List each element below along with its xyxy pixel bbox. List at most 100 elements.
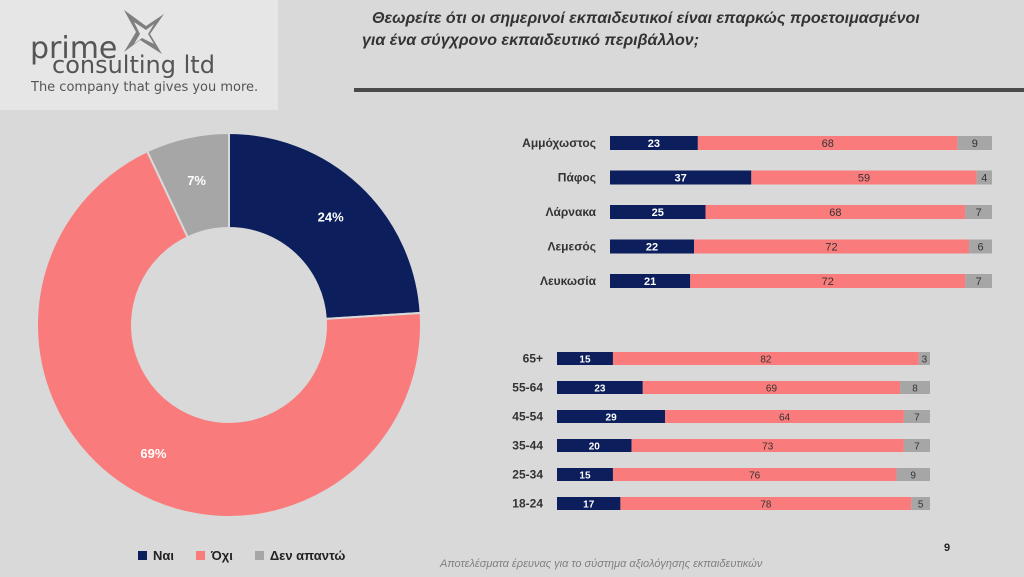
category-label: 55-64 — [512, 381, 543, 395]
bar-value-dk: 9 — [972, 138, 978, 150]
bar-value-dk: 7 — [914, 442, 920, 453]
bar-segment-dk — [957, 136, 992, 150]
legend-swatch-dk — [254, 551, 264, 560]
bar-value-dk: 7 — [976, 207, 982, 219]
bar-value-dk: 7 — [914, 413, 920, 424]
bar-segment-no — [665, 410, 904, 423]
logo-tagline: The company that gives you more. — [31, 80, 259, 95]
bar-segment-yes — [610, 239, 695, 254]
bar-segment-no — [612, 352, 919, 365]
legend-label-yes: Ναι — [153, 548, 174, 563]
bar-value-yes: 15 — [579, 355, 591, 366]
bar-segment-yes — [610, 274, 691, 288]
bar-value-no: 69 — [766, 384, 778, 395]
category-label: Λευκωσία — [540, 274, 597, 288]
bar-segment-yes — [557, 352, 613, 365]
bar-segment-yes — [610, 205, 706, 219]
legend-item-yes: Ναι — [138, 548, 174, 563]
title-line-2: για ένα σύγχρονο εκπαιδευτικό περιβάλλον… — [362, 32, 700, 49]
bar-value-yes: 23 — [648, 138, 660, 150]
bar-value-no: 68 — [822, 138, 834, 150]
bar-value-dk: 6 — [977, 242, 983, 254]
category-label: Αμμόχωστος — [522, 136, 596, 150]
bar-value-yes: 20 — [589, 442, 601, 453]
bar-value-yes: 22 — [646, 242, 658, 254]
category-label: 25-34 — [512, 468, 543, 482]
bar-segment-yes — [557, 439, 632, 452]
bar-value-no: 72 — [825, 242, 837, 254]
bar-segment-dk — [965, 205, 992, 219]
bar-segment-dk — [965, 274, 992, 288]
bar-value-no: 76 — [749, 471, 761, 482]
bar-segment-yes — [610, 136, 698, 150]
bar-value-dk: 5 — [918, 500, 924, 511]
bar-value-no: 68 — [829, 207, 841, 219]
legend-label-no: Όχι — [211, 548, 233, 563]
age-bar-chart: 65+ 15 82 3 55-64 23 69 8 45-54 29 64 7 35-44 20 73 7 25… — [512, 352, 930, 511]
bar-segment-yes — [557, 497, 621, 510]
bar-segment-dk — [900, 381, 930, 394]
bar-segment-dk — [918, 352, 930, 365]
donut-label-no: 69% — [140, 446, 166, 461]
logo: prime consulting ltd The company that gi… — [0, 0, 278, 110]
logo-star-icon — [124, 10, 164, 54]
bar-segment-no — [642, 381, 901, 394]
bar-value-yes: 29 — [606, 413, 618, 424]
bar-segment-no — [694, 239, 970, 254]
logo-word-consulting: consulting ltd — [52, 51, 215, 79]
legend-item-dk: Δεν απαντώ — [254, 548, 346, 563]
bar-value-yes: 21 — [644, 276, 656, 288]
chart-legend: Ναι Όχι Δεν απαντώ — [138, 548, 345, 563]
donut-chart: 24% 69% 7% — [36, 131, 422, 518]
bar-segment-dk — [969, 239, 992, 254]
footer-note: Αποτελέσματα έρευνας για το σύστημα αξιο… — [440, 558, 763, 570]
category-label: 35-44 — [512, 439, 543, 453]
bar-value-yes: 17 — [583, 500, 595, 511]
bar-segment-no — [705, 205, 966, 219]
bar-segment-no — [612, 468, 897, 481]
bar-value-yes: 23 — [594, 384, 606, 395]
category-label: 65+ — [523, 352, 543, 366]
bar-segment-yes — [610, 170, 752, 185]
logo-word-prime: prime — [30, 31, 118, 66]
bar-segment-yes — [557, 381, 643, 394]
bar-segment-yes — [557, 468, 613, 481]
title-divider — [354, 88, 1024, 92]
title-line-1: Θεωρείτε ότι οι σημερινοί εκπαιδευτικοί … — [372, 10, 920, 27]
legend-item-no: Όχι — [196, 548, 233, 563]
bar-segment-dk — [976, 170, 992, 185]
bar-value-yes: 37 — [675, 173, 687, 185]
legend-swatch-no — [196, 551, 205, 560]
legend-swatch-yes — [138, 551, 147, 560]
donut-slice-yes — [228, 131, 422, 320]
category-label: 18-24 — [512, 497, 543, 511]
bar-segment-dk — [911, 497, 930, 510]
donut-label-dk: 7% — [187, 173, 206, 188]
bar-segment-no — [620, 497, 912, 510]
bar-value-no: 72 — [822, 276, 834, 288]
bar-value-yes: 15 — [579, 471, 591, 482]
category-label: Πάφος — [558, 171, 596, 185]
category-label: Λεμεσός — [547, 240, 596, 254]
page-number: 9 — [944, 542, 951, 554]
bar-value-dk: 3 — [922, 355, 928, 366]
bar-value-no: 78 — [760, 500, 772, 511]
page-title: Θεωρείτε ότι οι σημερινοί εκπαιδευτικοί … — [354, 8, 1022, 52]
bar-value-dk: 9 — [910, 471, 916, 482]
bar-value-dk: 7 — [976, 276, 982, 288]
donut-slice-no — [36, 149, 422, 518]
bar-segment-dk — [903, 410, 930, 423]
region-bar-chart: Αμμόχωστος 23 68 9 Πάφος 37 59 4 Λάρνακα 25 68 7 Λεμ… — [522, 136, 992, 288]
category-label: 45-54 — [512, 410, 543, 424]
bar-segment-no — [697, 136, 958, 150]
bar-segment-yes — [557, 410, 666, 423]
donut-label-yes: 24% — [318, 210, 344, 225]
bar-segment-dk — [903, 439, 930, 452]
bar-value-no: 82 — [760, 355, 772, 366]
bar-value-no: 59 — [858, 173, 870, 185]
legend-label-dk: Δεν απαντώ — [269, 548, 346, 563]
donut-slice-dk — [145, 131, 230, 239]
bar-value-dk: 4 — [981, 173, 987, 185]
bar-value-no: 64 — [779, 413, 791, 424]
bar-segment-dk — [896, 468, 930, 481]
